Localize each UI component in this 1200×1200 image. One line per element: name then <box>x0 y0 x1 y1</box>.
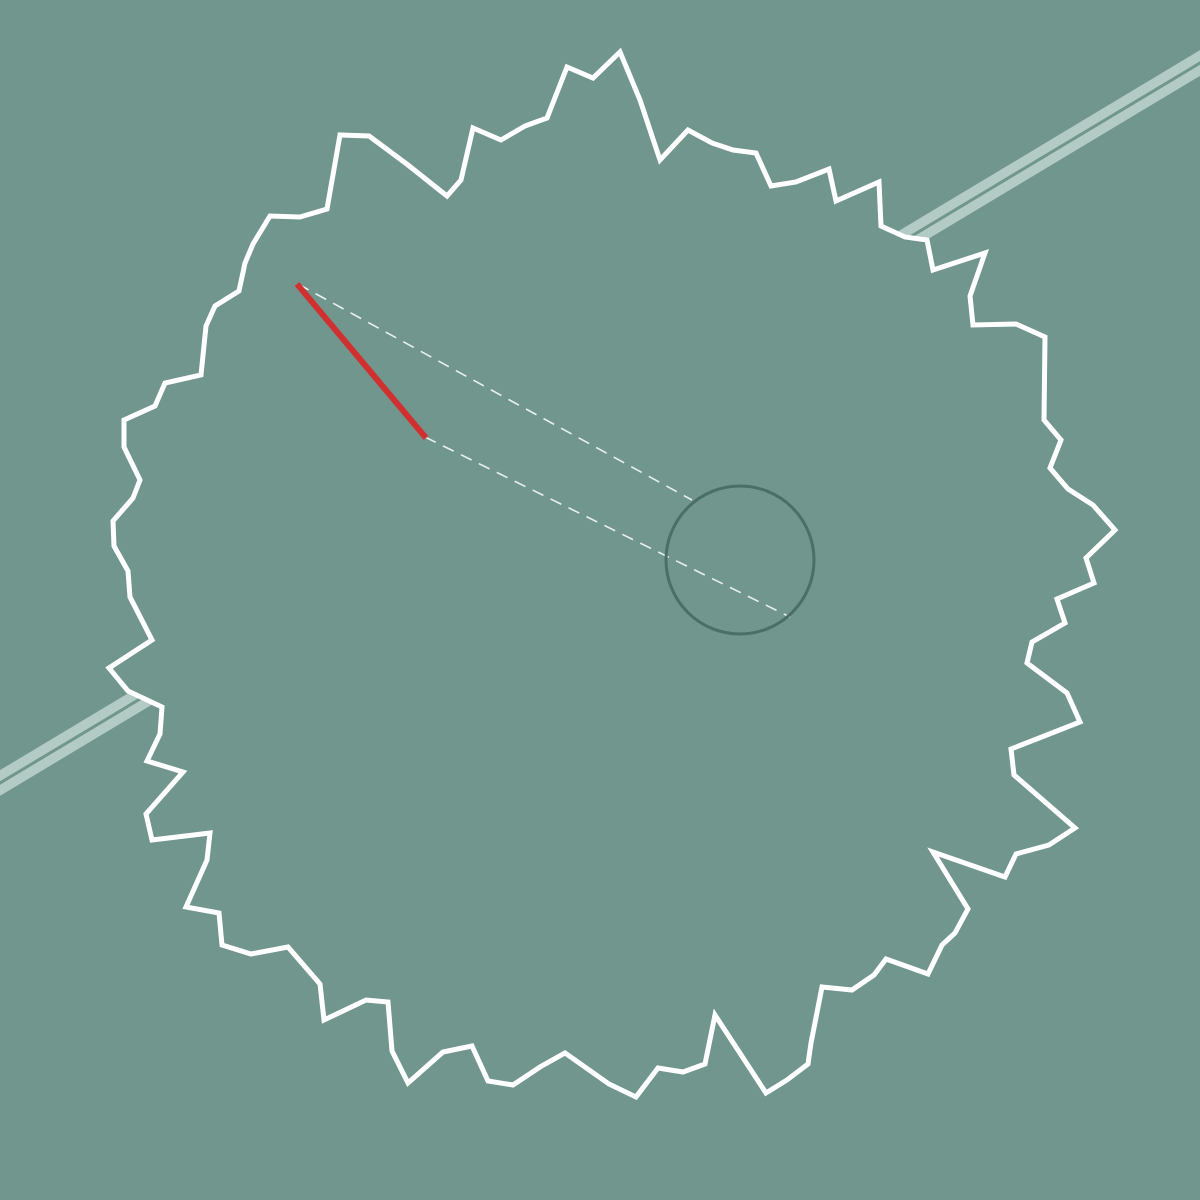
red-segment <box>294 282 429 440</box>
sight-line-upper <box>297 283 693 501</box>
dashed-sight-lines <box>297 283 791 618</box>
target-circle <box>664 484 816 636</box>
sight-line-lower <box>424 436 791 618</box>
jagged-boundary <box>105 47 1119 1101</box>
